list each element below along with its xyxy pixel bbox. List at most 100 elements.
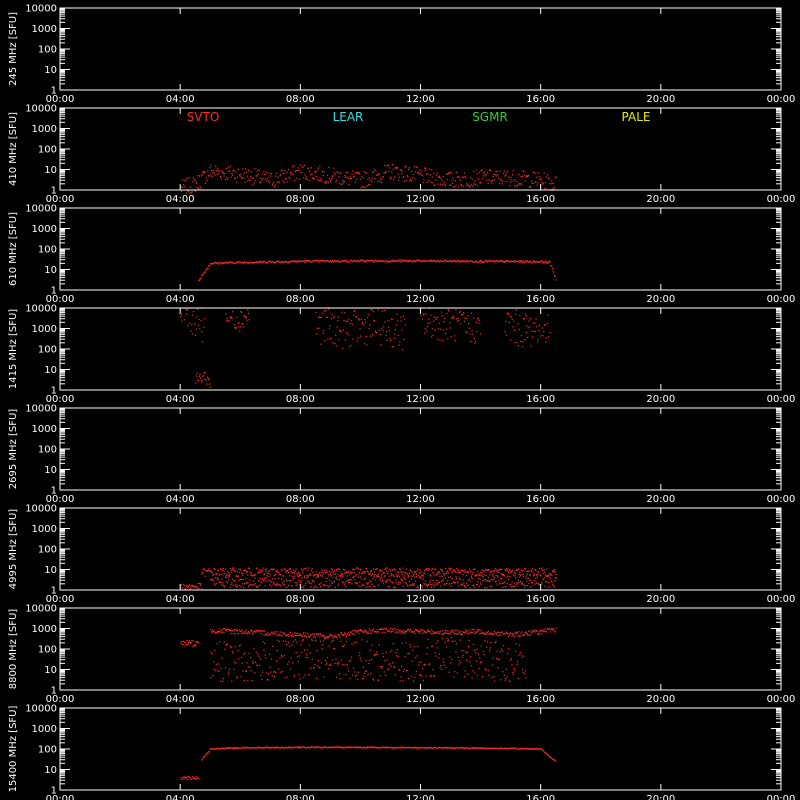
- data-point: [498, 260, 500, 262]
- data-point: [510, 583, 512, 585]
- data-point: [429, 259, 431, 261]
- data-point: [405, 179, 408, 181]
- data-point: [435, 319, 438, 321]
- data-point: [478, 171, 480, 173]
- data-point: [194, 586, 197, 588]
- data-point: [322, 747, 324, 749]
- data-point: [239, 578, 241, 580]
- data-point: [519, 261, 521, 263]
- data-point: [542, 750, 544, 752]
- data-point: [438, 176, 440, 178]
- data-point: [442, 633, 445, 635]
- data-point: [271, 568, 273, 570]
- data-point: [308, 260, 310, 262]
- data-point: [517, 582, 519, 584]
- data-point: [240, 311, 243, 313]
- data-point: [458, 177, 461, 179]
- data-point: [513, 747, 515, 749]
- data-point: [480, 261, 482, 263]
- data-point: [553, 759, 555, 761]
- data-point: [475, 631, 477, 633]
- data-point: [522, 583, 524, 585]
- data-point: [352, 576, 354, 578]
- data-point: [354, 309, 356, 311]
- data-point: [448, 630, 450, 632]
- data-point: [225, 313, 227, 315]
- data-point: [448, 747, 450, 749]
- data-point: [494, 577, 496, 579]
- data-point: [236, 570, 238, 572]
- data-point: [364, 578, 366, 580]
- data-point: [375, 260, 377, 262]
- data-point: [210, 570, 212, 572]
- data-point: [197, 777, 199, 779]
- data-point: [511, 747, 513, 749]
- data-point: [371, 630, 373, 632]
- data-point: [330, 179, 332, 181]
- data-point: [492, 633, 494, 635]
- data-point: [273, 632, 275, 634]
- data-point: [310, 639, 313, 641]
- data-point: [480, 571, 482, 573]
- data-point: [428, 318, 430, 320]
- data-point: [361, 630, 363, 632]
- data-point: [438, 657, 440, 659]
- data-point: [380, 747, 382, 749]
- data-point: [283, 584, 285, 586]
- data-point: [360, 187, 362, 189]
- data-point: [319, 261, 321, 263]
- data-point: [519, 748, 521, 750]
- data-point: [357, 671, 359, 673]
- data-point: [315, 176, 317, 178]
- data-point: [366, 640, 368, 642]
- data-point: [257, 746, 259, 748]
- data-point: [340, 571, 342, 573]
- data-point: [471, 178, 473, 180]
- data-point: [399, 582, 401, 584]
- data-point: [501, 631, 503, 633]
- data-point: [359, 261, 361, 263]
- data-point: [373, 746, 375, 748]
- data-point: [288, 261, 290, 263]
- data-point: [407, 746, 409, 748]
- x-tick-label: 20:00: [646, 194, 675, 205]
- data-point: [411, 170, 413, 173]
- data-point: [522, 748, 524, 750]
- data-point: [520, 747, 522, 750]
- data-point: [525, 315, 527, 317]
- data-point: [450, 568, 452, 570]
- data-point: [412, 631, 414, 633]
- data-point: [424, 328, 426, 330]
- data-point: [333, 261, 335, 263]
- data-point: [429, 574, 431, 576]
- data-point: [213, 630, 215, 632]
- data-point: [428, 260, 430, 262]
- data-point: [233, 668, 235, 670]
- data-point: [318, 746, 320, 748]
- data-point: [309, 652, 311, 654]
- data-point: [241, 574, 243, 576]
- data-point: [257, 571, 259, 573]
- data-point: [403, 747, 405, 749]
- data-point: [491, 664, 493, 666]
- data-point: [417, 747, 419, 749]
- data-point: [243, 653, 245, 655]
- data-point: [453, 569, 455, 571]
- data-point: [385, 747, 387, 749]
- x-tick-label: 20:00: [646, 794, 675, 800]
- data-point: [467, 261, 469, 263]
- data-point: [555, 176, 557, 178]
- data-point: [227, 319, 229, 321]
- data-point: [512, 674, 514, 676]
- data-point: [227, 643, 229, 645]
- data-point: [294, 746, 296, 749]
- data-point: [443, 259, 445, 261]
- data-point: [383, 628, 385, 630]
- data-point: [496, 631, 498, 634]
- data-point: [423, 179, 425, 181]
- data-point: [250, 262, 252, 264]
- data-point: [546, 188, 548, 190]
- data-point: [477, 178, 479, 180]
- data-point: [428, 747, 431, 749]
- data-point: [530, 186, 532, 188]
